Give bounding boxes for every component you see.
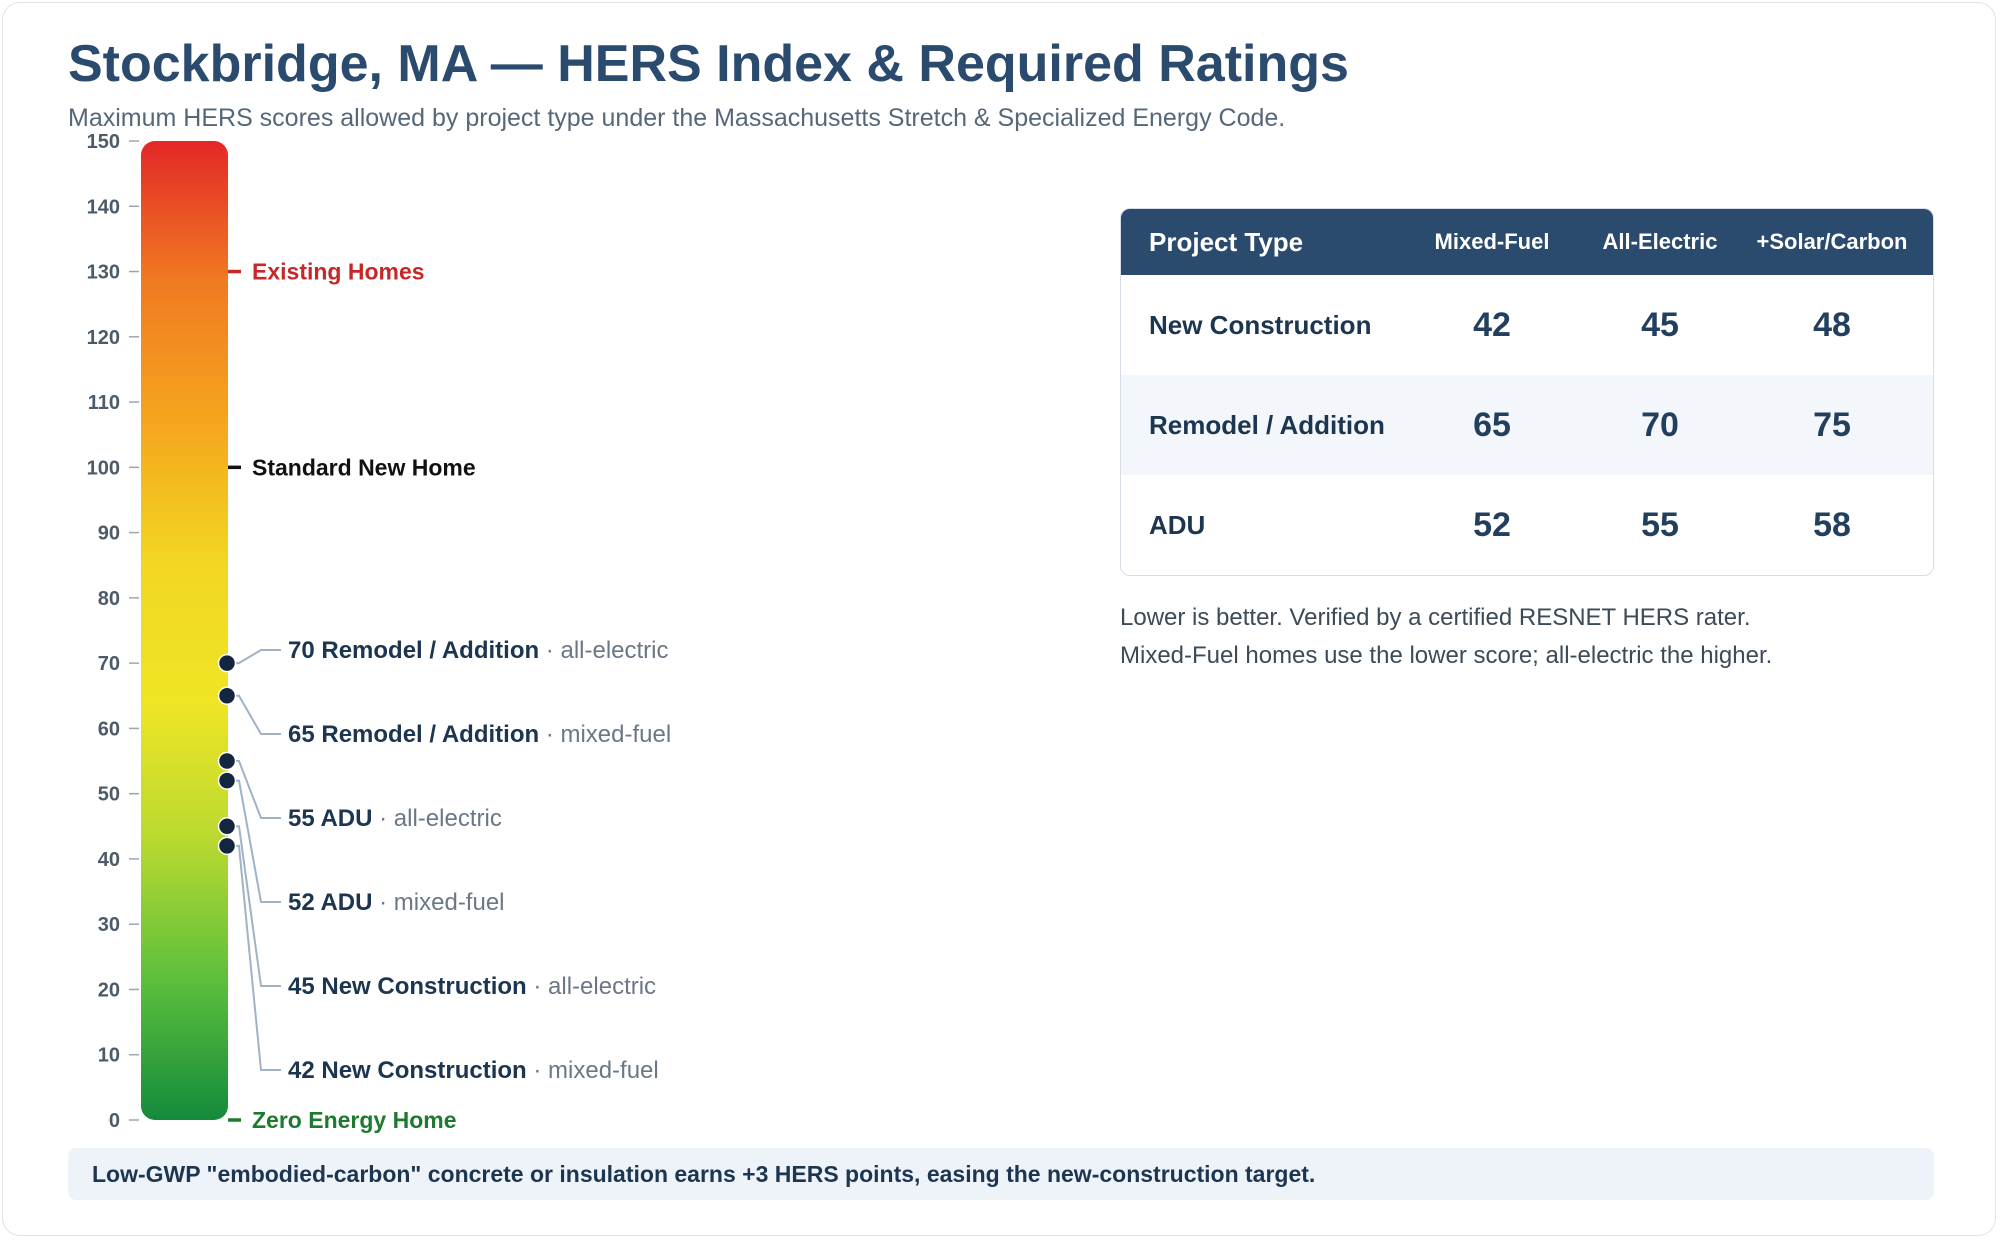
rating-label: 65 Remodel / Addition · mixed-fuel <box>288 721 671 748</box>
axis-tick-label: 150 <box>87 131 120 153</box>
axis-tick-label: 100 <box>87 457 120 479</box>
rating-point <box>217 686 237 706</box>
page-subtitle: Maximum HERS scores allowed by project t… <box>68 104 1286 132</box>
row-mixed-fuel: 42 <box>1473 305 1511 344</box>
rating-label: 55 ADU · all-electric <box>288 805 502 832</box>
row-solar-carbon: 48 <box>1813 305 1851 344</box>
footer-callout: Low-GWP "embodied-carbon" concrete or in… <box>68 1148 1934 1200</box>
axis-tick-label: 90 <box>98 523 120 545</box>
hers-gradient-bar <box>141 141 228 1120</box>
row-project-type: Remodel / Addition <box>1149 409 1385 440</box>
row-all-electric: 70 <box>1641 405 1679 444</box>
header-project-type: Project Type <box>1149 226 1304 257</box>
header-solar-carbon: +Solar/Carbon <box>1756 229 1908 254</box>
rating-point <box>217 771 237 790</box>
axis-tick-label: 40 <box>98 849 120 871</box>
row-solar-carbon: 58 <box>1813 505 1851 544</box>
axis-tick-label: 60 <box>98 718 120 740</box>
row-project-type: ADU <box>1149 509 1206 540</box>
table-row: New Construction 42 45 48 <box>1121 275 1933 375</box>
rating-label: 42 New Construction · mixed-fuel <box>288 1057 659 1084</box>
ratings-table: Project Type Mixed-Fuel All-Electric +So… <box>1120 208 1934 576</box>
note-lower-is-better: Lower is better. Verified by a certified… <box>1120 604 1751 631</box>
row-all-electric: 55 <box>1641 505 1679 544</box>
row-all-electric: 45 <box>1641 305 1679 344</box>
table-header: Project Type Mixed-Fuel All-Electric +So… <box>1121 209 1933 275</box>
axis-tick-label: 120 <box>87 327 120 349</box>
row-mixed-fuel: 52 <box>1473 505 1511 544</box>
reference-mark-label: Zero Energy Home <box>252 1107 457 1133</box>
table-row: ADU 52 55 58 <box>1121 475 1933 575</box>
header-all-electric: All-Electric <box>1602 229 1718 254</box>
rating-label: 45 New Construction · all-electric <box>288 973 656 1000</box>
header-mixed-fuel: Mixed-Fuel <box>1434 229 1550 254</box>
reference-mark-label: Standard New Home <box>252 454 476 480</box>
axis-tick-label: 20 <box>98 979 120 1001</box>
hers-scale-chart: 0 10 20 30 40 50 60 70 80 90 100 110 120 130 140 150 Ex… <box>87 131 672 1133</box>
rating-point <box>217 836 237 856</box>
axis-tick-label: 70 <box>98 653 120 675</box>
axis-tick-label: 80 <box>98 588 120 610</box>
row-project-type: New Construction <box>1149 309 1372 340</box>
leader-line <box>227 760 281 819</box>
rating-point <box>217 751 237 771</box>
axis-tick-label: 10 <box>98 1045 120 1067</box>
rating-point <box>217 653 237 673</box>
row-mixed-fuel: 65 <box>1473 405 1511 444</box>
rating-point <box>217 817 237 836</box>
axis-tick-label: 50 <box>98 784 120 806</box>
axis-tick-label: 140 <box>87 196 120 218</box>
note-fuel-rule: Mixed-Fuel homes use the lower score; al… <box>1120 642 1773 669</box>
axis-tick-label: 0 <box>109 1110 120 1132</box>
axis-tick-label: 130 <box>87 262 120 284</box>
axis-tick-label: 110 <box>88 392 120 414</box>
leader-line <box>227 844 281 1071</box>
table-row: Remodel / Addition 65 70 75 <box>1121 375 1933 475</box>
rating-label: 70 Remodel / Addition · all-electric <box>288 637 669 664</box>
page-title: Stockbridge, MA — HERS Index & Required … <box>68 35 1349 93</box>
reference-mark-label: Existing Homes <box>252 259 425 285</box>
rating-label: 52 ADU · mixed-fuel <box>288 889 505 916</box>
row-solar-carbon: 75 <box>1813 405 1851 444</box>
leader-line <box>227 694 281 735</box>
axis-tick-label: 30 <box>98 914 120 936</box>
